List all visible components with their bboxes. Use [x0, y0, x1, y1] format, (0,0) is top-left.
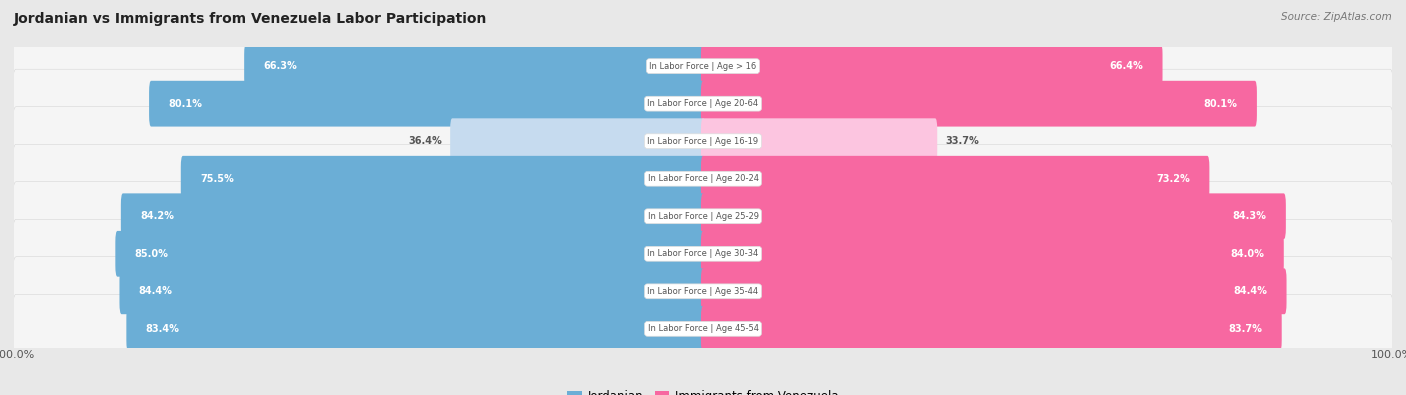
Text: 73.2%: 73.2%: [1156, 174, 1189, 184]
Legend: Jordanian, Immigrants from Venezuela: Jordanian, Immigrants from Venezuela: [562, 385, 844, 395]
FancyBboxPatch shape: [13, 219, 1393, 288]
Text: 85.0%: 85.0%: [135, 249, 169, 259]
FancyBboxPatch shape: [13, 257, 1393, 326]
FancyBboxPatch shape: [450, 118, 704, 164]
FancyBboxPatch shape: [127, 306, 704, 352]
FancyBboxPatch shape: [181, 156, 704, 201]
Text: 83.4%: 83.4%: [146, 324, 180, 334]
Text: In Labor Force | Age 25-29: In Labor Force | Age 25-29: [648, 212, 758, 221]
FancyBboxPatch shape: [13, 32, 1393, 101]
FancyBboxPatch shape: [149, 81, 704, 126]
Text: 80.1%: 80.1%: [169, 99, 202, 109]
FancyBboxPatch shape: [702, 118, 938, 164]
Text: Jordanian vs Immigrants from Venezuela Labor Participation: Jordanian vs Immigrants from Venezuela L…: [14, 12, 488, 26]
Text: 84.2%: 84.2%: [141, 211, 174, 221]
Text: In Labor Force | Age 20-64: In Labor Force | Age 20-64: [647, 99, 759, 108]
Text: 84.3%: 84.3%: [1233, 211, 1267, 221]
Text: 84.0%: 84.0%: [1230, 249, 1264, 259]
FancyBboxPatch shape: [702, 43, 1163, 89]
Text: 66.3%: 66.3%: [263, 61, 297, 71]
Text: 84.4%: 84.4%: [1233, 286, 1267, 296]
Text: 83.7%: 83.7%: [1229, 324, 1263, 334]
Text: In Labor Force | Age 16-19: In Labor Force | Age 16-19: [647, 137, 759, 146]
Text: In Labor Force | Age 30-34: In Labor Force | Age 30-34: [647, 249, 759, 258]
FancyBboxPatch shape: [245, 43, 704, 89]
Text: 36.4%: 36.4%: [408, 136, 441, 146]
FancyBboxPatch shape: [13, 182, 1393, 251]
Text: 84.4%: 84.4%: [139, 286, 173, 296]
FancyBboxPatch shape: [13, 69, 1393, 138]
FancyBboxPatch shape: [702, 156, 1209, 201]
FancyBboxPatch shape: [702, 269, 1286, 314]
Text: 33.7%: 33.7%: [945, 136, 979, 146]
FancyBboxPatch shape: [702, 81, 1257, 126]
FancyBboxPatch shape: [13, 294, 1393, 363]
Text: In Labor Force | Age 45-54: In Labor Force | Age 45-54: [648, 324, 758, 333]
FancyBboxPatch shape: [13, 107, 1393, 176]
Text: 66.4%: 66.4%: [1109, 61, 1143, 71]
FancyBboxPatch shape: [13, 144, 1393, 213]
Text: Source: ZipAtlas.com: Source: ZipAtlas.com: [1281, 12, 1392, 22]
Text: In Labor Force | Age 35-44: In Labor Force | Age 35-44: [647, 287, 759, 296]
Text: In Labor Force | Age > 16: In Labor Force | Age > 16: [650, 62, 756, 71]
FancyBboxPatch shape: [120, 269, 704, 314]
FancyBboxPatch shape: [702, 306, 1282, 352]
FancyBboxPatch shape: [121, 194, 704, 239]
FancyBboxPatch shape: [115, 231, 704, 276]
Text: 75.5%: 75.5%: [200, 174, 233, 184]
Text: In Labor Force | Age 20-24: In Labor Force | Age 20-24: [648, 174, 758, 183]
FancyBboxPatch shape: [702, 231, 1284, 276]
Text: 80.1%: 80.1%: [1204, 99, 1237, 109]
FancyBboxPatch shape: [702, 194, 1286, 239]
